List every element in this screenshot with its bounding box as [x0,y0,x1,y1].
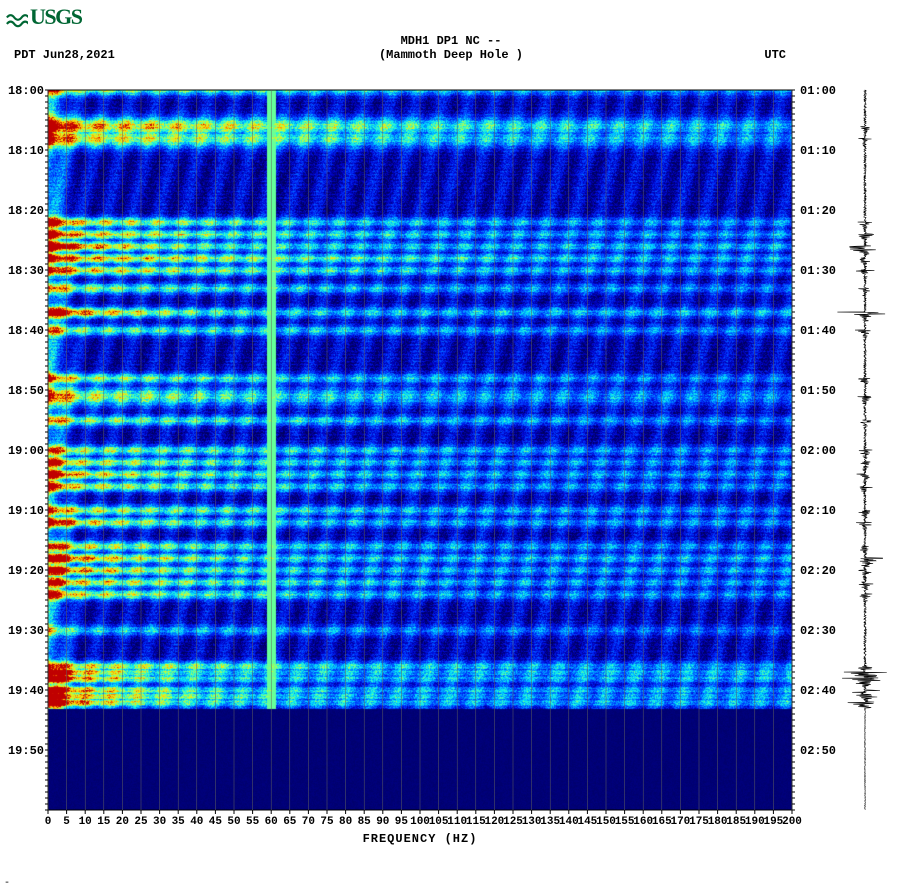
tz-right-label: UTC [764,48,786,62]
y-left-tick: 18:30 [2,264,44,278]
y-left-tick: 18:50 [2,384,44,398]
x-tick: 60 [265,816,278,828]
x-tick: 35 [172,816,185,828]
y-right-tick: 01:30 [800,264,836,278]
x-tick: 170 [670,816,690,828]
x-tick: 135 [540,816,560,828]
x-tick: 200 [782,816,802,828]
y-right-tick: 02:20 [800,564,836,578]
x-tick: 180 [708,816,728,828]
x-tick: 40 [190,816,203,828]
x-tick: 155 [615,816,635,828]
y-right-tick: 02:50 [800,744,836,758]
y-right-tick: 01:20 [800,204,836,218]
footer-mark: - [4,878,10,889]
x-tick: 80 [339,816,352,828]
page-root: USGS MDH1 DP1 NC -- (Mammoth Deep Hole )… [0,0,902,893]
x-tick: 95 [395,816,408,828]
x-tick: 115 [466,816,486,828]
x-tick: 10 [79,816,92,828]
y-right-tick: 02:40 [800,684,836,698]
x-tick: 70 [302,816,315,828]
x-tick: 125 [503,816,523,828]
usgs-logo-text: USGS [30,4,81,30]
title-line-1: MDH1 DP1 NC -- [0,34,902,48]
y-right-tick: 01:40 [800,324,836,338]
x-tick: 195 [763,816,783,828]
x-axis-label: FREQUENCY (HZ) [48,832,792,846]
x-tick: 165 [652,816,672,828]
x-tick: 110 [447,816,467,828]
x-tick: 50 [227,816,240,828]
x-tick: 65 [283,816,296,828]
usgs-wave-icon [6,8,28,26]
x-tick: 150 [596,816,616,828]
x-tick: 75 [320,816,333,828]
y-right-tick: 01:10 [800,144,836,158]
y-left-tick: 18:00 [2,84,44,98]
x-tick: 160 [633,816,653,828]
x-tick: 120 [484,816,504,828]
y-left-tick: 19:20 [2,564,44,578]
y-left-tick: 19:30 [2,624,44,638]
x-tick: 175 [689,816,709,828]
y-right-tick: 02:10 [800,504,836,518]
x-tick: 105 [429,816,449,828]
y-left-tick: 18:10 [2,144,44,158]
x-tick: 0 [45,816,52,828]
y-left-tick: 19:40 [2,684,44,698]
x-tick: 90 [376,816,389,828]
y-right-tick: 02:00 [800,444,836,458]
x-tick: 140 [559,816,579,828]
spectrogram-plot [48,90,792,810]
y-right-tick: 01:00 [800,84,836,98]
x-tick: 25 [134,816,147,828]
y-left-tick: 18:40 [2,324,44,338]
y-left-tick: 18:20 [2,204,44,218]
tz-left-label: PDT Jun28,2021 [14,48,115,62]
x-tick: 30 [153,816,166,828]
y-right-tick: 02:30 [800,624,836,638]
y-left-tick: 19:00 [2,444,44,458]
x-tick: 55 [246,816,259,828]
x-tick: 190 [745,816,765,828]
x-tick: 45 [209,816,222,828]
y-left-tick: 19:10 [2,504,44,518]
usgs-logo: USGS [6,4,81,30]
x-tick: 15 [97,816,110,828]
x-tick: 130 [522,816,542,828]
x-tick: 85 [358,816,371,828]
y-left-tick: 19:50 [2,744,44,758]
x-tick: 145 [577,816,597,828]
x-tick: 100 [410,816,430,828]
y-right-tick: 01:50 [800,384,836,398]
x-tick: 5 [63,816,70,828]
x-tick: 20 [116,816,129,828]
x-tick: 185 [726,816,746,828]
